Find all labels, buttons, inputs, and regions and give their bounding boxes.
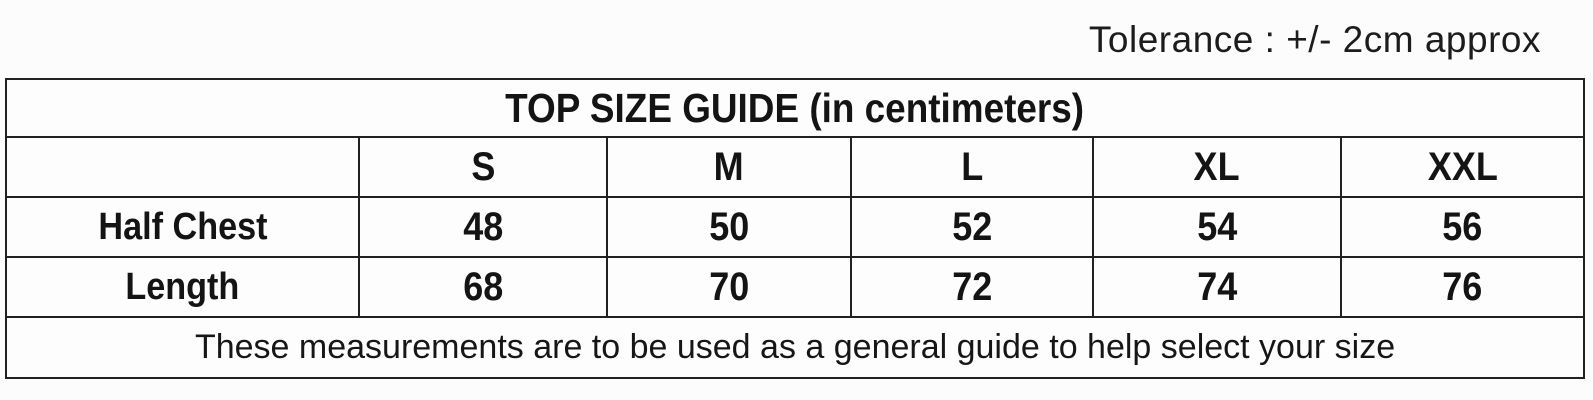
value-length-l: 72	[951, 264, 993, 309]
cell-length-xl: 74	[1092, 256, 1342, 318]
size-guide-table: TOP SIZE GUIDE (in centimeters) S M L XL…	[4, 78, 1586, 379]
header-cell-size-l: L	[850, 136, 1094, 198]
cell-length-l: 72	[850, 256, 1094, 318]
row-label-length: Length	[5, 256, 360, 318]
header-label-l: L	[961, 144, 983, 189]
row-label-half-chest-text: Half Chest	[97, 205, 268, 248]
cell-half-chest-xxl: 56	[1339, 196, 1586, 258]
table-header-row: S M L XL XXL	[5, 136, 1586, 198]
row-label-length-text: Length	[125, 265, 240, 308]
value-half-chest-l: 52	[951, 204, 993, 249]
value-half-chest-xl: 54	[1196, 204, 1238, 249]
value-length-s: 68	[462, 264, 504, 309]
value-half-chest-s: 48	[462, 204, 504, 249]
table-row-length: Length 68 70 72 74 76	[5, 256, 1586, 318]
cell-length-m: 70	[606, 256, 852, 318]
cell-length-s: 68	[358, 256, 608, 318]
value-length-xxl: 76	[1442, 264, 1483, 309]
value-half-chest-m: 50	[708, 204, 750, 249]
table-row-half-chest: Half Chest 48 50 52 54 56	[5, 196, 1586, 258]
table-title-text: TOP SIZE GUIDE (in centimeters)	[505, 84, 1085, 131]
cell-half-chest-m: 50	[606, 196, 852, 258]
value-length-m: 70	[708, 264, 750, 309]
cell-half-chest-s: 48	[358, 196, 608, 258]
header-label-xl: XL	[1193, 144, 1241, 189]
header-cell-size-s: S	[358, 136, 608, 198]
header-cell-size-xxl: XXL	[1339, 136, 1586, 198]
table-title-row: TOP SIZE GUIDE (in centimeters)	[4, 78, 1586, 138]
header-label-xxl: XXL	[1427, 144, 1498, 189]
row-label-half-chest: Half Chest	[5, 196, 360, 258]
value-half-chest-xxl: 56	[1442, 204, 1483, 249]
header-label-s: S	[470, 144, 496, 189]
header-cell-blank	[5, 136, 360, 198]
cell-half-chest-l: 52	[850, 196, 1094, 258]
header-label-m: M	[713, 144, 744, 189]
table-footnote-row: These measurements are to be used as a g…	[4, 316, 1586, 379]
table-footnote: These measurements are to be used as a g…	[4, 316, 1586, 379]
header-cell-size-m: M	[606, 136, 852, 198]
value-length-xl: 74	[1196, 264, 1238, 309]
tolerance-note: Tolerance : +/- 2cm approx	[1088, 19, 1541, 60]
table-title: TOP SIZE GUIDE (in centimeters)	[4, 78, 1586, 138]
cell-half-chest-xl: 54	[1092, 196, 1342, 258]
cell-length-xxl: 76	[1339, 256, 1586, 318]
header-cell-size-xl: XL	[1092, 136, 1342, 198]
